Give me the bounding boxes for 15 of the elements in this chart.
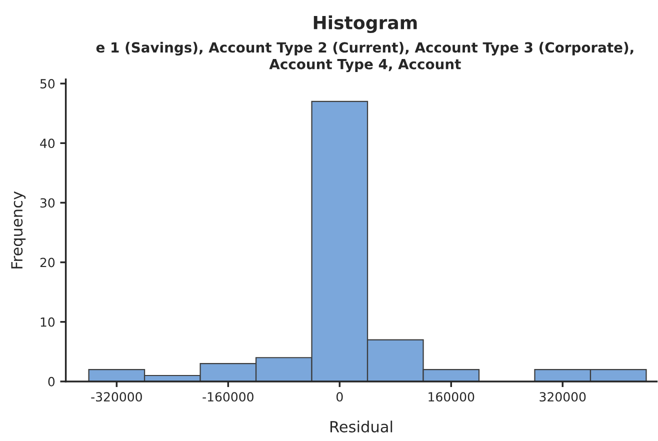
x-tick-label: -320000 (91, 392, 142, 402)
y-tick-label: 10 (40, 317, 55, 327)
x-axis-title: Residual (330, 420, 392, 432)
y-tick-label: 0 (48, 376, 55, 386)
chart-subtitle: e 1 (Savings), Account Type 2 (Current), Account Type 3 (Corporate), Account Type 4, Account (96, 42, 634, 72)
x-tick-label: 320000 (540, 392, 586, 402)
y-tick-label: 40 (40, 138, 55, 148)
x-tick-label: -160000 (202, 392, 254, 402)
y-tick-label: 20 (40, 258, 55, 268)
x-tick-label: 0 (336, 392, 343, 402)
chart-title: Histogram (314, 15, 417, 34)
y-axis-title: Frequency (11, 191, 26, 268)
y-tick-label: 50 (40, 79, 55, 88)
x-tick-label: 160000 (428, 392, 474, 402)
y-tick-label: 30 (40, 198, 55, 208)
